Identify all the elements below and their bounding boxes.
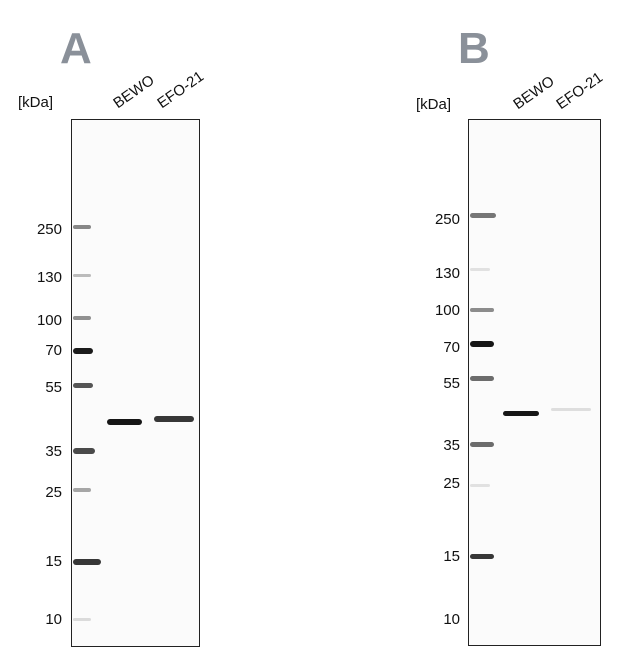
ladder-band (73, 316, 91, 320)
sample-band-efo21 (551, 408, 591, 411)
marker-label: 100 (36, 312, 62, 329)
marker-label: 130 (434, 265, 460, 282)
ladder-band (73, 225, 91, 229)
panel-letter: A (60, 24, 92, 73)
ladder-band (73, 559, 101, 565)
lane-label-efo21: EFO-21 (553, 68, 607, 113)
blot-membrane (468, 119, 601, 646)
marker-label: 35 (45, 443, 62, 460)
panel-letter: B (458, 24, 490, 73)
ladder-band (470, 484, 490, 487)
marker-label: 100 (434, 302, 460, 319)
sample-band-efo21 (154, 416, 194, 422)
ladder-band (73, 348, 93, 354)
marker-label: 15 (443, 548, 460, 565)
marker-label: 25 (443, 475, 460, 492)
sample-band-bewo (107, 419, 142, 425)
marker-label: 70 (443, 339, 460, 356)
ladder-band (73, 618, 91, 621)
ladder-band (470, 213, 496, 218)
ladder-band (470, 308, 494, 312)
marker-label: 130 (36, 269, 62, 286)
ladder-band (73, 448, 95, 454)
lane-label-efo21: EFO-21 (154, 67, 208, 112)
ladder-band (470, 442, 494, 447)
marker-label: 55 (443, 375, 460, 392)
lane-label-bewo: BEWO (110, 71, 158, 112)
ladder-band (73, 383, 93, 388)
ladder-band (470, 341, 494, 347)
marker-label: 70 (45, 342, 62, 359)
marker-label: 250 (434, 211, 460, 228)
ladder-band (73, 488, 91, 492)
kda-unit-label: [kDa] (416, 96, 452, 113)
kda-unit-label: [kDa] (18, 94, 54, 111)
marker-label: 25 (45, 484, 62, 501)
marker-label: 55 (45, 379, 62, 396)
ladder-band (470, 268, 490, 271)
marker-label: 15 (45, 553, 62, 570)
ladder-band (73, 274, 91, 277)
lane-label-bewo: BEWO (510, 72, 558, 113)
ladder-band (470, 554, 494, 559)
blot-membrane (71, 119, 200, 647)
ladder-band (470, 376, 494, 381)
marker-label: 10 (45, 611, 62, 628)
marker-label: 250 (36, 221, 62, 238)
marker-label: 10 (443, 611, 460, 628)
marker-label: 35 (443, 437, 460, 454)
sample-band-bewo (503, 411, 539, 416)
